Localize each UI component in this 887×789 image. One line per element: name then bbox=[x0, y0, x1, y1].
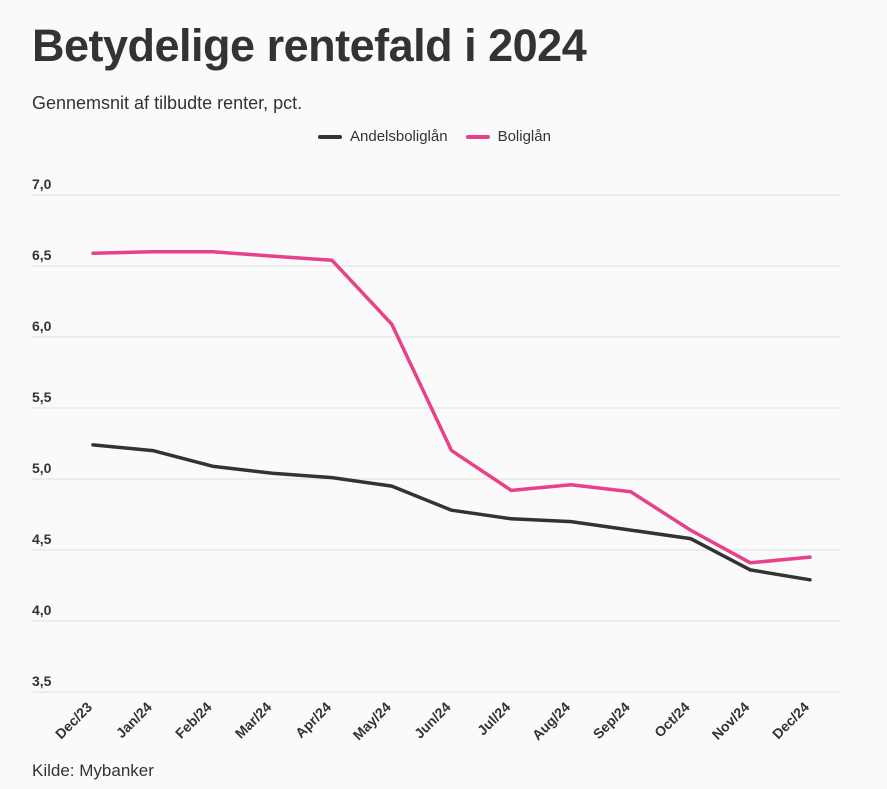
x-tick-label: Jan/24 bbox=[113, 699, 155, 741]
x-tick-label: Nov/24 bbox=[709, 699, 753, 743]
data-point-andelsboliglaan[interactable] bbox=[568, 519, 574, 525]
x-tick-label: Mar/24 bbox=[232, 699, 275, 742]
data-point-andelsboliglaan[interactable] bbox=[628, 527, 634, 533]
data-point-boliglaan[interactable] bbox=[568, 482, 574, 488]
series-line-andelsboliglaan bbox=[91, 443, 812, 582]
data-point-andelsboliglaan[interactable] bbox=[807, 577, 813, 583]
data-point-andelsboliglaan[interactable] bbox=[747, 567, 753, 573]
legend-item-andelsboliglaan[interactable]: Andelsboliglån bbox=[318, 128, 448, 145]
data-point-andelsboliglaan[interactable] bbox=[449, 507, 455, 513]
data-point-boliglaan[interactable] bbox=[508, 487, 514, 493]
y-tick-label: 4,0 bbox=[32, 602, 52, 618]
y-tick-label: 3,5 bbox=[32, 673, 52, 689]
x-tick-label: Jun/24 bbox=[411, 699, 454, 742]
x-tick-label: Apr/24 bbox=[292, 699, 334, 741]
legend: Andelsboliglån Boliglån bbox=[318, 128, 569, 145]
data-point-boliglaan[interactable] bbox=[269, 253, 275, 259]
legend-swatch-boliglaan bbox=[465, 134, 490, 139]
data-point-andelsboliglaan[interactable] bbox=[150, 448, 156, 454]
chart-title: Betydelige rentefald i 2024 bbox=[32, 20, 587, 71]
data-point-andelsboliglaan[interactable] bbox=[329, 475, 335, 481]
legend-item-boliglaan[interactable]: Boliglån bbox=[465, 128, 551, 145]
data-point-boliglaan[interactable] bbox=[688, 527, 694, 533]
y-tick-label: 7,0 bbox=[32, 176, 52, 192]
data-point-andelsboliglaan[interactable] bbox=[90, 442, 96, 448]
legend-label-andelsboliglaan: Andelsboliglån bbox=[350, 128, 448, 145]
legend-label-boliglaan: Boliglån bbox=[497, 128, 551, 145]
data-point-andelsboliglaan[interactable] bbox=[269, 470, 275, 476]
legend-swatch-andelsboliglaan bbox=[318, 134, 342, 139]
x-axis: Dec/23 Jan/24 Feb/24 Mar/24 Apr/24 May/24 Jun/… bbox=[52, 699, 812, 743]
y-tick-label: 5,5 bbox=[32, 389, 52, 405]
y-tick-label: 5,0 bbox=[32, 460, 52, 476]
data-point-boliglaan[interactable] bbox=[329, 257, 335, 263]
y-tick-label: 6,5 bbox=[32, 247, 52, 263]
x-tick-label: May/24 bbox=[350, 699, 394, 743]
x-tick-label: Aug/24 bbox=[529, 699, 573, 743]
data-point-boliglaan[interactable] bbox=[210, 249, 216, 255]
data-point-andelsboliglaan[interactable] bbox=[389, 483, 395, 489]
data-point-andelsboliglaan[interactable] bbox=[210, 463, 216, 469]
data-point-boliglaan[interactable] bbox=[807, 554, 813, 560]
data-point-boliglaan[interactable] bbox=[389, 321, 395, 327]
y-tick-label: 6,0 bbox=[32, 318, 52, 334]
data-point-boliglaan[interactable] bbox=[90, 250, 96, 256]
series-line-boliglaan bbox=[91, 250, 812, 565]
data-point-boliglaan[interactable] bbox=[628, 489, 634, 495]
grid-lines bbox=[32, 194, 840, 693]
data-point-andelsboliglaan[interactable] bbox=[508, 516, 514, 522]
series-lines bbox=[90, 249, 813, 583]
y-tick-label: 4,5 bbox=[32, 531, 52, 547]
x-tick-label: Dec/23 bbox=[52, 699, 95, 742]
chart-subtitle: Gennemsnit af tilbudte renter, pct. bbox=[32, 93, 303, 113]
x-tick-label: Dec/24 bbox=[769, 699, 812, 742]
source-note: Kilde: Mybanker bbox=[32, 761, 154, 780]
data-point-boliglaan[interactable] bbox=[150, 249, 156, 255]
x-tick-label: Oct/24 bbox=[651, 699, 693, 741]
data-point-boliglaan[interactable] bbox=[747, 560, 753, 566]
x-tick-label: Sep/24 bbox=[590, 699, 633, 742]
y-axis: 7,0 6,5 6,0 5,5 5,0 4,5 4,0 3,5 bbox=[32, 176, 52, 689]
data-point-andelsboliglaan[interactable] bbox=[688, 536, 694, 542]
x-tick-label: Jul/24 bbox=[474, 699, 514, 739]
data-point-boliglaan[interactable] bbox=[449, 448, 455, 454]
x-tick-label: Feb/24 bbox=[172, 699, 215, 742]
